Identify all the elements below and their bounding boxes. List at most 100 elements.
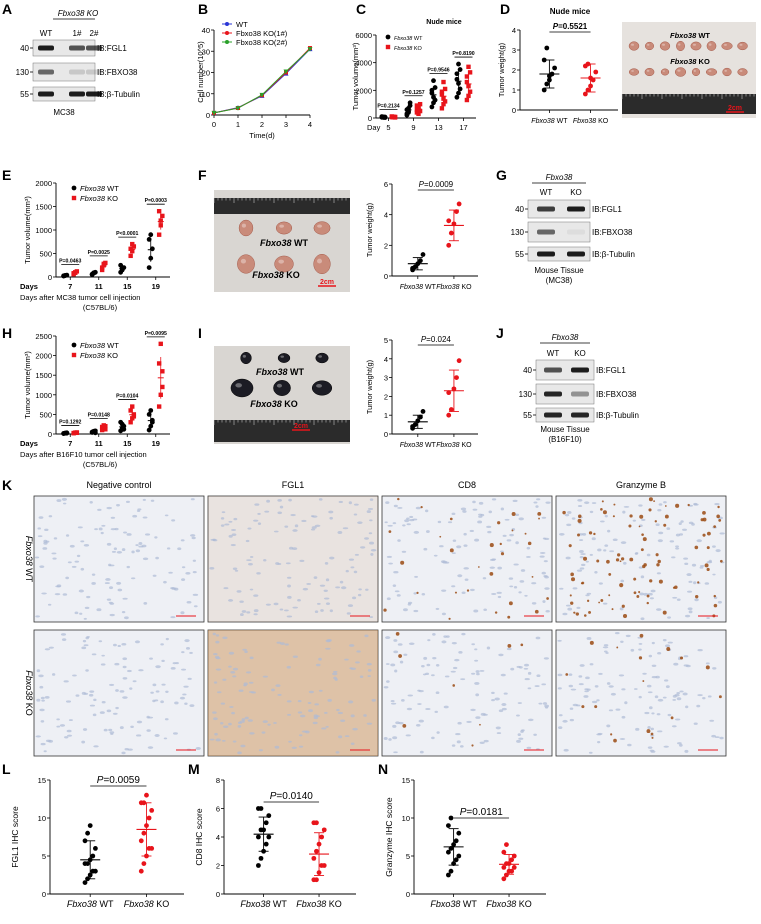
- panelK-nucleus: [452, 666, 458, 670]
- panelK-nucleus: [435, 664, 440, 667]
- panelK-nucleus: [709, 719, 715, 722]
- panelK-nucleus: [671, 556, 676, 559]
- panelK-nucleus: [247, 527, 252, 530]
- panelK-nucleus: [579, 539, 584, 542]
- panelH-data-point: [101, 423, 106, 428]
- panelK-nucleus: [483, 608, 487, 612]
- panelK-positive-cell: [695, 594, 699, 599]
- panelK-nucleus: [103, 728, 108, 732]
- panelK-nucleus: [212, 711, 217, 714]
- panelK-nucleus: [231, 529, 236, 531]
- panelK-nucleus: [182, 693, 187, 696]
- panelK-nucleus: [437, 520, 442, 524]
- panelK-nucleus: [130, 725, 134, 728]
- panelC-chart: 0 2000 4000 6000 Tumor volume(mm³) 5 P=0.2134 9…: [351, 19, 476, 132]
- panelC-data-point: [429, 104, 435, 110]
- panelM-data-point: [321, 827, 327, 833]
- panelK-nucleus: [431, 674, 435, 677]
- panelD-tumor: [691, 68, 701, 76]
- panelK-nucleus: [237, 725, 242, 728]
- panelK-nucleus: [106, 506, 112, 510]
- panelK-nucleus: [213, 717, 218, 721]
- panelB-point: [211, 110, 217, 116]
- panelK-nucleus: [669, 540, 675, 543]
- panelK-nucleus: [591, 537, 596, 541]
- panelH-y-tick-label: 500: [39, 410, 52, 419]
- panelK-nucleus: [64, 736, 69, 739]
- panelK-nucleus: [325, 578, 330, 582]
- panelK-nucleus: [357, 593, 362, 597]
- panelK-nucleus: [638, 566, 644, 569]
- panelK-nucleus: [475, 693, 480, 697]
- panelA-antibody-label: IB:FGL1: [97, 44, 127, 53]
- panelH-legend-label: Fbxo38 KO: [80, 351, 118, 360]
- panelN-data-point: [509, 857, 515, 863]
- panelK-nucleus: [97, 508, 102, 511]
- panelK-nucleus: [288, 740, 292, 743]
- panelK-nucleus: [244, 716, 249, 720]
- panelE-data-point: [148, 232, 154, 238]
- panelD-p-value: P=0.5521: [553, 22, 588, 31]
- panelB-point: [259, 92, 265, 98]
- panelK-nucleus: [350, 566, 355, 569]
- panelK-nucleus: [192, 571, 197, 574]
- panelK-nucleus: [306, 583, 311, 585]
- panelK-nucleus: [254, 503, 260, 506]
- panelK-nucleus: [37, 527, 41, 530]
- panelK-nucleus: [122, 696, 128, 699]
- panelK-nucleus: [620, 640, 624, 643]
- panelL-y-tick-label: 15: [38, 776, 46, 785]
- panelK-nucleus: [591, 502, 597, 505]
- panelK-nucleus: [425, 530, 430, 533]
- panelK-nucleus: [186, 600, 192, 604]
- panelK-positive-cell: [713, 594, 717, 598]
- panelK-nucleus: [500, 550, 504, 553]
- panelK-nucleus: [414, 575, 418, 578]
- panelK-nucleus: [651, 712, 655, 715]
- panelK-positive-cell: [580, 582, 584, 585]
- panelK-nucleus: [130, 577, 136, 580]
- panelK-nucleus: [307, 701, 312, 704]
- panelB-x-tick-label: 1: [236, 120, 240, 129]
- panelK-nucleus: [542, 600, 546, 603]
- panelK-nucleus: [640, 575, 645, 579]
- panelK-nucleus: [370, 553, 374, 556]
- panelK-nucleus: [37, 535, 43, 538]
- panelK-nucleus: [352, 596, 357, 600]
- panelK-nucleus: [238, 689, 244, 692]
- panelK-nucleus: [81, 646, 87, 650]
- panelA-band: [69, 91, 85, 97]
- panelM-data-point: [256, 834, 261, 840]
- panelK-nucleus: [40, 696, 45, 700]
- panelN-data-point: [456, 830, 462, 836]
- panelK-positive-cell: [619, 560, 622, 563]
- panelM-y-tick-label: 4: [216, 833, 220, 842]
- panelB-legend-marker: [225, 22, 229, 26]
- panelK-nucleus: [291, 746, 297, 750]
- panelK-positive-cell: [601, 500, 604, 503]
- panelI-data-point: [456, 358, 462, 364]
- panelK-nucleus: [256, 572, 261, 575]
- panelE-data-point: [128, 253, 133, 259]
- panelK-nucleus: [257, 522, 262, 525]
- panelK-nucleus: [353, 503, 359, 506]
- panelK-nucleus: [231, 533, 237, 536]
- panelK-nucleus: [693, 722, 698, 725]
- panelL-y-tick-label: 5: [42, 852, 46, 861]
- panelD-data-point: [552, 65, 557, 71]
- panelK-nucleus: [496, 591, 502, 594]
- panelK-nucleus: [273, 602, 279, 606]
- panelA-marker: 130: [16, 68, 30, 77]
- panelB-series-line: [213, 48, 311, 114]
- panelE-y-tick-label: 500: [39, 250, 52, 259]
- panelK-nucleus: [390, 700, 395, 703]
- panelK-nucleus: [345, 569, 349, 573]
- panelK-nucleus: [399, 660, 404, 664]
- panelK-nucleus: [392, 736, 398, 740]
- panelK-nucleus: [324, 561, 329, 565]
- panelK-nucleus: [543, 575, 548, 578]
- panelK-nucleus: [489, 566, 496, 569]
- panelK-nucleus: [124, 747, 129, 751]
- panel-letter-b: B: [198, 1, 208, 17]
- panelK-nucleus: [559, 533, 565, 536]
